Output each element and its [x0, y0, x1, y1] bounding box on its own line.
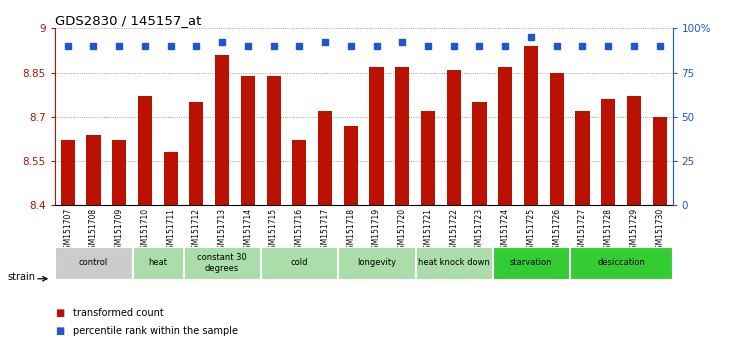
Bar	[395, 67, 409, 205]
Bar	[627, 96, 641, 205]
Bar	[112, 141, 126, 205]
Text: GDS2830 / 145157_at: GDS2830 / 145157_at	[55, 14, 201, 27]
Bar	[344, 126, 358, 205]
Text: ■: ■	[55, 326, 64, 336]
Bar	[570, 247, 672, 279]
Text: transformed count: transformed count	[73, 308, 164, 318]
Text: ■: ■	[55, 308, 64, 318]
Text: cold: cold	[291, 258, 308, 267]
Text: starvation: starvation	[510, 258, 552, 267]
Text: longevity: longevity	[357, 258, 396, 267]
Bar	[421, 111, 435, 205]
Bar	[369, 67, 384, 205]
Bar	[338, 247, 414, 279]
Bar	[493, 247, 569, 279]
Text: percentile rank within the sample: percentile rank within the sample	[73, 326, 238, 336]
Text: heat: heat	[148, 258, 167, 267]
Text: desiccation: desiccation	[597, 258, 645, 267]
Bar	[86, 135, 100, 205]
Bar	[550, 73, 564, 205]
Bar	[138, 96, 152, 205]
Bar	[132, 247, 183, 279]
Bar	[292, 141, 306, 205]
Bar	[164, 152, 178, 205]
Bar	[524, 46, 538, 205]
Bar	[416, 247, 492, 279]
Text: control: control	[79, 258, 108, 267]
Bar	[498, 67, 512, 205]
Bar	[575, 111, 589, 205]
Bar	[56, 247, 132, 279]
Bar	[240, 75, 255, 205]
Bar	[653, 117, 667, 205]
Bar	[261, 247, 338, 279]
Text: constant 30
degrees: constant 30 degrees	[197, 253, 247, 273]
Bar	[267, 75, 281, 205]
Bar	[601, 99, 616, 205]
Bar	[61, 141, 75, 205]
Bar	[472, 102, 487, 205]
Bar	[189, 102, 203, 205]
Bar	[447, 70, 461, 205]
Bar	[215, 55, 230, 205]
Text: strain: strain	[7, 272, 35, 282]
Text: heat knock down: heat knock down	[418, 258, 490, 267]
Bar	[184, 247, 260, 279]
Bar	[318, 111, 332, 205]
